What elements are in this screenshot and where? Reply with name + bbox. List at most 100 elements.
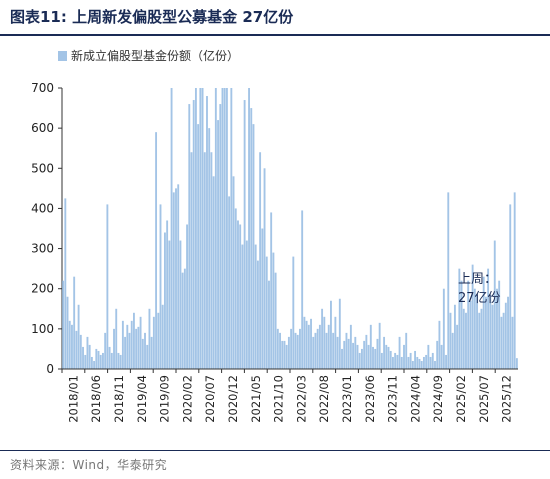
bar	[349, 324, 352, 369]
bar	[141, 338, 144, 369]
bar	[274, 272, 277, 369]
bar	[465, 312, 467, 369]
bar	[462, 308, 465, 369]
bar	[265, 256, 268, 369]
bar	[469, 300, 472, 369]
bar	[126, 324, 129, 369]
source-note: 资料来源：Wind，华泰研究	[10, 458, 168, 472]
bar	[66, 296, 69, 369]
bar	[422, 356, 425, 369]
bar	[155, 132, 158, 369]
bar	[343, 340, 346, 369]
bar	[232, 176, 235, 369]
bar	[515, 358, 518, 369]
bar	[299, 328, 301, 369]
bar	[476, 294, 478, 369]
bar	[254, 244, 257, 369]
x-tick-label: 2018/06	[89, 375, 103, 423]
bar	[434, 360, 436, 369]
bar	[336, 336, 339, 369]
bar	[427, 344, 430, 369]
bar	[429, 356, 432, 369]
footer-rule	[0, 450, 550, 451]
bar	[334, 316, 337, 369]
bar	[115, 308, 118, 369]
bar	[228, 196, 231, 369]
bar	[316, 328, 319, 369]
x-tick-label: 2020/12	[226, 375, 240, 423]
bar	[75, 330, 78, 369]
bar	[341, 348, 343, 369]
bar	[256, 260, 259, 369]
bar	[418, 358, 421, 369]
bar	[263, 168, 266, 369]
bar	[365, 334, 368, 369]
bar	[108, 346, 111, 369]
bar	[403, 344, 405, 369]
bar	[230, 88, 233, 369]
x-tick-label: 2025/12	[500, 375, 514, 423]
bar	[312, 336, 315, 369]
bar	[290, 328, 293, 369]
bar	[478, 312, 481, 369]
bar	[338, 298, 341, 369]
bar	[137, 326, 140, 369]
bar	[93, 360, 96, 369]
bar	[391, 356, 394, 369]
bar	[480, 308, 483, 369]
y-tick-label: 300	[31, 242, 54, 256]
bar	[241, 244, 244, 369]
bar	[161, 304, 164, 369]
bar	[166, 220, 169, 369]
bar	[500, 316, 503, 369]
figure-title: 图表11: 上周新发偏股型公募基金 27亿份	[10, 8, 294, 26]
x-tick-label: 2019/09	[158, 375, 172, 423]
chart-legend: 新成立偏股型基金份额（亿份）	[58, 48, 239, 63]
annotation-line-2: 27亿份	[458, 291, 501, 306]
bar	[250, 108, 253, 369]
bar	[239, 224, 242, 369]
bar	[97, 350, 100, 369]
bar	[186, 224, 189, 369]
bar	[509, 204, 512, 369]
bar	[99, 354, 102, 369]
bar	[445, 354, 447, 369]
bar	[318, 324, 321, 369]
bar	[119, 354, 122, 369]
bar	[396, 354, 399, 369]
bar	[148, 308, 151, 369]
bar	[301, 210, 304, 369]
y-tick-label: 200	[31, 282, 54, 296]
bar	[354, 336, 357, 369]
bar	[442, 288, 445, 369]
x-tick-label: 2018/01	[66, 375, 80, 423]
bar	[124, 336, 127, 369]
bar	[252, 124, 255, 369]
bar	[113, 328, 115, 369]
bar	[389, 350, 392, 369]
bar	[420, 360, 423, 369]
bar	[369, 324, 372, 369]
bar	[287, 336, 290, 369]
x-tick-label: 2019/04	[135, 375, 149, 423]
bar	[128, 332, 131, 369]
bar	[90, 356, 93, 369]
bar	[150, 336, 153, 369]
bar	[513, 192, 516, 369]
last-week-annotation: 上周： 27亿份	[458, 272, 501, 306]
bar	[146, 344, 149, 369]
bar	[102, 352, 104, 369]
bar	[157, 312, 160, 369]
bar	[106, 204, 109, 369]
bar	[84, 354, 87, 369]
bar	[121, 320, 124, 369]
bar	[279, 332, 281, 369]
bar	[361, 348, 363, 369]
bar	[104, 332, 107, 369]
bar	[296, 334, 299, 369]
bar	[283, 340, 286, 369]
bar	[159, 204, 162, 369]
x-tick-label: 2018/11	[112, 375, 126, 423]
bar	[219, 104, 222, 369]
bar	[496, 288, 498, 369]
